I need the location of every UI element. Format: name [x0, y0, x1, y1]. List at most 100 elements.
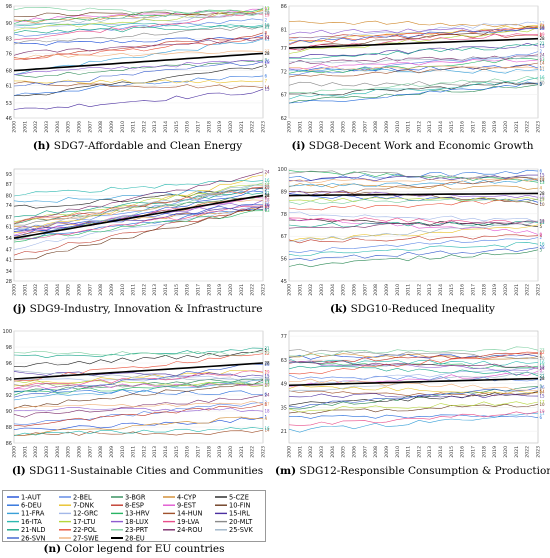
x-tick-label: 2018	[206, 121, 212, 133]
series-end-label: 27	[265, 402, 271, 407]
series-end-label: 15	[265, 205, 271, 210]
series-end-label: 26	[265, 202, 271, 207]
series-line-20-MLT	[13, 382, 264, 388]
series-line-5-CZE	[13, 349, 264, 368]
x-tick-label: 2016	[460, 121, 466, 133]
series-end-label: 18	[265, 60, 271, 65]
series-line-6-DEU	[13, 388, 263, 395]
series-end-label: 2	[265, 400, 268, 405]
series-end-label: 25	[540, 371, 546, 376]
x-tick-label: 2005	[66, 446, 72, 458]
legend-entry-25-SVK: 25-SVK	[229, 526, 253, 534]
series-end-label: 21	[540, 41, 546, 46]
series-end-label: 11	[265, 36, 271, 41]
series-line-14-HUN	[13, 429, 264, 436]
x-tick-label: 2002	[33, 284, 39, 296]
x-tick-label: 2023	[536, 284, 542, 296]
x-tick-label: 2012	[141, 446, 147, 458]
series-end-label: 14	[265, 85, 271, 90]
series-line-7-DNK	[288, 224, 539, 242]
x-tick-label: 2012	[141, 121, 147, 133]
series-line-28-EU	[13, 194, 264, 239]
x-tick-label: 2001	[22, 121, 28, 133]
series-end-label: 27	[540, 66, 546, 71]
series-line-25-SVK	[13, 370, 264, 382]
caption-m-text: SDG12-Responsible Consumption & Producti…	[299, 465, 550, 477]
series-end-label: 13	[265, 208, 271, 213]
series-line-14-HUN	[288, 177, 539, 197]
series-line-8-ESP	[288, 234, 539, 244]
legend-entry-15-IRL: 15-IRL	[229, 510, 250, 518]
series-end-label: 24	[265, 393, 271, 398]
series-end-label: 7	[265, 79, 268, 84]
series-end-label: 20	[265, 24, 271, 29]
series-line-20-MLT	[13, 25, 264, 45]
series-line-2-BEL	[288, 374, 539, 382]
series-line-7-DNK	[13, 370, 264, 387]
series-end-label: 1	[265, 33, 268, 38]
series-end-label: 7	[540, 222, 543, 227]
series-end-label: 12	[540, 220, 546, 225]
series-end-label: 21	[265, 24, 271, 29]
series-line-28-EU	[288, 37, 539, 49]
series-line-12-GRC	[288, 367, 539, 386]
x-tick-label: 2022	[250, 284, 256, 296]
series-line-3-BGR	[13, 196, 264, 225]
series-line-5-CZE	[288, 81, 538, 96]
series-line-4-CYP	[13, 416, 264, 436]
x-tick-label: 2008	[98, 446, 104, 458]
y-tick-label: 77	[281, 46, 287, 52]
series-line-14-HUN	[288, 390, 539, 397]
y-tick-label: 67	[281, 234, 287, 240]
series-line-15-IRL	[13, 206, 264, 232]
series-end-label: 6	[265, 207, 268, 212]
x-tick-label: 2020	[228, 446, 234, 458]
series-end-label: 1	[265, 415, 268, 420]
y-tick-label: 86	[281, 4, 287, 10]
x-tick-label: 2007	[362, 121, 368, 133]
series-end-label: 5	[265, 347, 268, 352]
x-tick-label: 2010	[120, 446, 126, 458]
series-end-label: 16	[540, 75, 546, 80]
series-line-18-LUX	[288, 360, 539, 371]
legend-entry-17-LTU: 17-LTU	[73, 518, 96, 526]
x-tick-label: 2007	[87, 284, 93, 296]
x-tick-label: 2004	[330, 121, 336, 133]
y-tick-label: 47	[6, 248, 12, 254]
x-tick-label: 2013	[427, 284, 433, 296]
x-tick-label: 2018	[206, 284, 212, 296]
x-tick-label: 2016	[460, 446, 466, 458]
x-tick-label: 2002	[33, 121, 39, 133]
y-tick-label: 35	[281, 405, 287, 411]
series-line-27-SWE	[13, 50, 264, 59]
series-line-6-DEU	[288, 81, 539, 104]
series-line-16-ITA	[288, 241, 539, 257]
x-tick-label: 2022	[525, 446, 531, 458]
caption-j-text: SDG9-Industry, Innovation & Infrastructu…	[29, 303, 263, 315]
y-tick-label: 98	[6, 345, 12, 351]
series-end-label: 18	[540, 26, 546, 31]
series-line-25-SVK	[13, 12, 264, 26]
caption-k-text: SDG10-Reduced Inequality	[350, 303, 495, 315]
caption-j-letter: (j)	[12, 303, 27, 315]
series-line-20-MLT	[288, 349, 539, 359]
series-line-24-ROU	[288, 220, 539, 229]
series-line-6-DEU	[288, 414, 539, 419]
x-tick-label: 2016	[460, 284, 466, 296]
x-tick-label: 2003	[319, 121, 325, 133]
series-end-label: 7	[540, 390, 543, 395]
x-tick-label: 2022	[250, 446, 256, 458]
series-end-label: 19	[265, 13, 271, 18]
caption-i-letter: (i)	[291, 140, 306, 152]
series-line-13-HRV	[288, 361, 539, 369]
x-tick-label: 2006	[76, 121, 82, 133]
series-line-17-LTU	[288, 401, 539, 413]
x-tick-label: 2015	[174, 121, 180, 133]
x-tick-label: 2019	[492, 284, 498, 296]
x-tick-label: 2015	[174, 446, 180, 458]
series-end-label: 3	[540, 247, 543, 252]
series-end-label: 22	[265, 185, 271, 190]
series-end-label: 14	[265, 428, 271, 433]
